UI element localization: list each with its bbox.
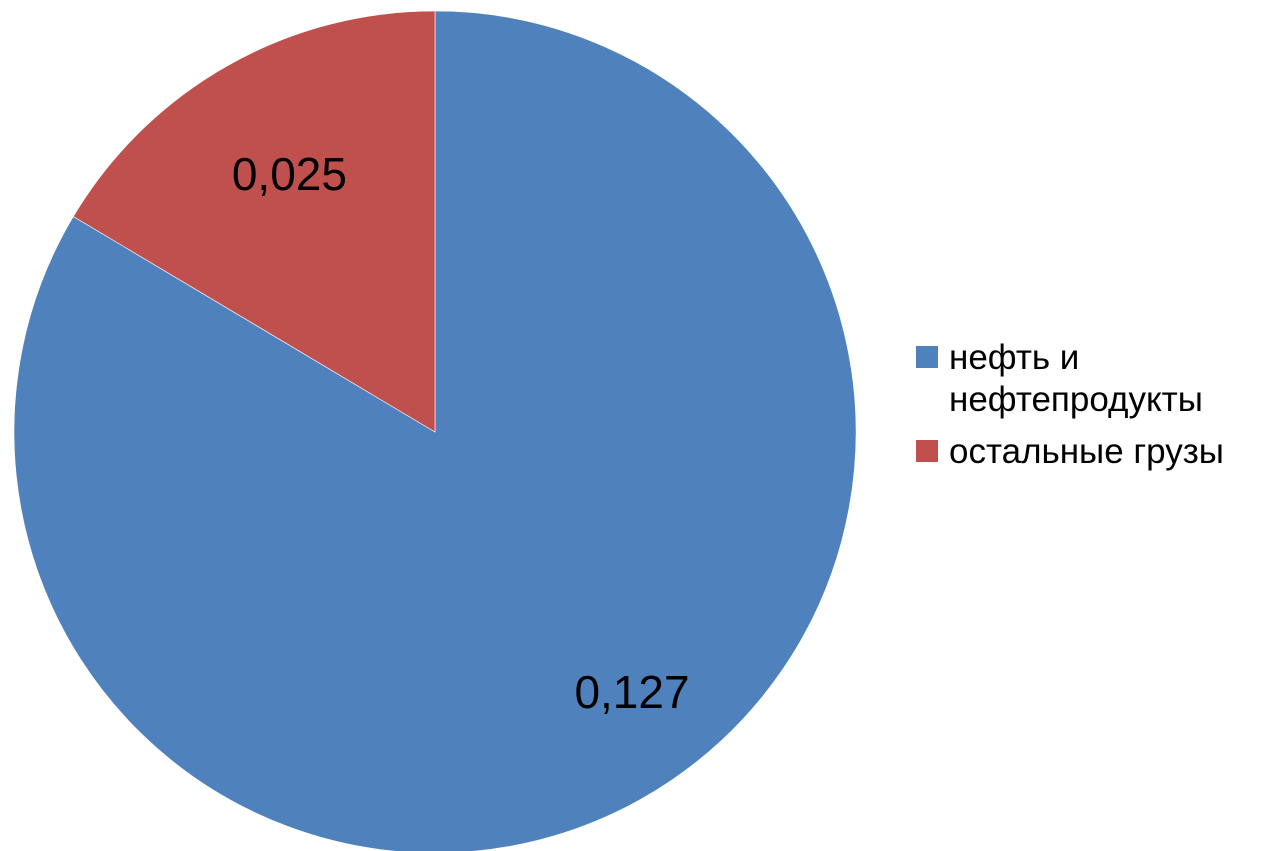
pie-data-labels: 0,127 0,025 bbox=[232, 148, 690, 718]
pie-slices bbox=[13, 10, 857, 851]
chart-legend: нефть и нефтепродукты остальные грузы bbox=[916, 337, 1276, 473]
legend-swatch-other-cargo bbox=[916, 440, 938, 462]
data-label-oil: 0,127 bbox=[574, 666, 689, 718]
data-label-other-cargo: 0,025 bbox=[232, 148, 347, 200]
legend-swatch-oil bbox=[916, 346, 938, 368]
pie-slice-other-cargo bbox=[72, 10, 436, 433]
legend-item-other-cargo: остальные грузы bbox=[916, 431, 1276, 473]
pie-chart: 0,127 0,025 bbox=[13, 10, 857, 851]
legend-label-other-cargo: остальные грузы bbox=[949, 432, 1224, 471]
legend-item-oil: нефть и нефтепродукты bbox=[916, 337, 1276, 421]
legend-label-oil: нефть и нефтепродукты bbox=[949, 338, 1203, 419]
